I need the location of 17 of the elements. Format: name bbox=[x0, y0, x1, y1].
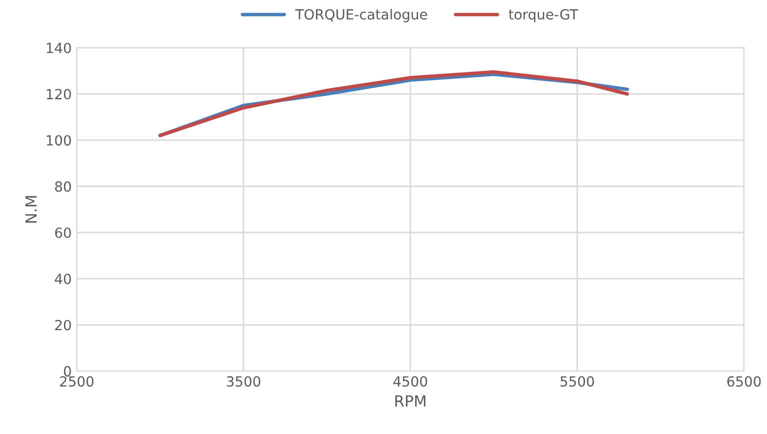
legend-label: TORQUE-catalogue bbox=[295, 8, 428, 22]
legend-label: torque-GT bbox=[508, 9, 578, 22]
x-tick-label: 6500 bbox=[727, 376, 761, 387]
x-axis-title: RPM bbox=[395, 395, 426, 407]
y-tick-label: 60 bbox=[55, 227, 71, 238]
y-tick-label: 120 bbox=[46, 88, 71, 100]
x-tick-label: 2500 bbox=[60, 376, 94, 387]
y-tick-label: 100 bbox=[46, 135, 71, 146]
y-tick-label: 20 bbox=[55, 320, 71, 330]
x-tick-label: 5500 bbox=[560, 376, 594, 387]
x-tick-label: 3500 bbox=[226, 376, 260, 387]
y-tick-label: 40 bbox=[54, 274, 71, 284]
y-tick-label: 80 bbox=[55, 181, 71, 192]
y-tick-label: 140 bbox=[46, 42, 71, 54]
x-tick-label: 4500 bbox=[393, 376, 428, 387]
y-tick-label: 0 bbox=[64, 366, 71, 377]
y-axis-title: N.M bbox=[25, 196, 37, 223]
